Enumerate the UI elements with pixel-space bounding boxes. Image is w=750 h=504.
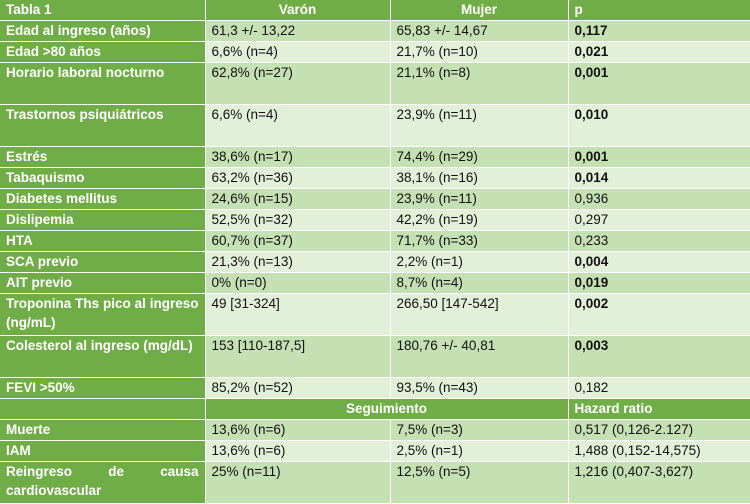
p-value: 0,019 <box>568 272 750 294</box>
row-label: Muerte <box>0 419 206 441</box>
male-value: 25% (n=11) <box>205 461 391 504</box>
row-label: SCA previo <box>0 251 206 273</box>
row-label: Edad >80 años <box>0 41 206 63</box>
table-row: IAM 13,6% (n=6) 2,5% (n=1) 1,488 (0,152-… <box>0 440 750 462</box>
row-label: Colesterol al ingreso (mg/dL) <box>0 335 206 378</box>
table-row: Horario laboral nocturno 62,8% (n=27) 21… <box>0 62 750 105</box>
table-row: Colesterol al ingreso (mg/dL) 153 [110-1… <box>0 335 750 378</box>
p-value: 0,117 <box>568 20 750 42</box>
row-label: Reingreso de causa cardiovascular <box>0 461 206 504</box>
row-label: FEVI >50% <box>0 377 206 399</box>
p-value: 0,233 <box>568 230 750 252</box>
header-male: Varón <box>205 0 391 21</box>
female-value: 65,83 +/- 14,67 <box>390 20 569 42</box>
female-value: 2,5% (n=1) <box>390 440 569 462</box>
male-value: 49 [31-324] <box>205 293 391 336</box>
row-label: AIT previo <box>0 272 206 294</box>
row-label: IAM <box>0 440 206 462</box>
male-value: 6,6% (n=4) <box>205 104 391 147</box>
female-value: 8,7% (n=4) <box>390 272 569 294</box>
female-value: 7,5% (n=3) <box>390 419 569 441</box>
female-value: 23,9% (n=11) <box>390 104 569 147</box>
row-label: Diabetes mellitus <box>0 188 206 210</box>
followup-title: Seguimiento <box>205 398 569 420</box>
female-value: 180,76 +/- 40,81 <box>390 335 569 378</box>
hazard-ratio-header: Hazard ratio <box>568 398 750 420</box>
row-label: Horario laboral nocturno <box>0 62 206 105</box>
male-value: 63,2% (n=36) <box>205 167 391 189</box>
table-row: Tabaquismo 63,2% (n=36) 38,1% (n=16) 0,0… <box>0 167 750 189</box>
row-label: Dislipemia <box>0 209 206 231</box>
p-value: 0,004 <box>568 251 750 273</box>
female-value: 93,5% (n=43) <box>390 377 569 399</box>
male-value: 24,6% (n=15) <box>205 188 391 210</box>
followup-header-blank <box>0 398 206 420</box>
hazard-ratio-value: 1,488 (0,152-14,575) <box>568 440 750 462</box>
hazard-ratio-value: 1,216 (0,407-3,627) <box>568 461 750 504</box>
female-value: 74,4% (n=29) <box>390 146 569 168</box>
male-value: 60,7% (n=37) <box>205 230 391 252</box>
followup-header-row: Seguimiento Hazard ratio <box>0 398 750 420</box>
baseline-body: Edad al ingreso (años) 61,3 +/- 13,22 65… <box>0 20 750 399</box>
male-value: 6,6% (n=4) <box>205 41 391 63</box>
male-value: 13,6% (n=6) <box>205 419 391 441</box>
header-table-number: Tabla 1 <box>0 0 206 21</box>
female-value: 12,5% (n=5) <box>390 461 569 504</box>
table-row: Estrés 38,6% (n=17) 74,4% (n=29) 0,001 <box>0 146 750 168</box>
p-value: 0,001 <box>568 146 750 168</box>
table-row: AIT previo 0% (n=0) 8,7% (n=4) 0,019 <box>0 272 750 294</box>
header-p-value: p <box>568 0 750 21</box>
female-value: 42,2% (n=19) <box>390 209 569 231</box>
female-value: 2,2% (n=1) <box>390 251 569 273</box>
male-value: 62,8% (n=27) <box>205 62 391 105</box>
table-row: Edad >80 años 6,6% (n=4) 21,7% (n=10) 0,… <box>0 41 750 63</box>
male-value: 38,6% (n=17) <box>205 146 391 168</box>
row-label: Trastornos psiquiátricos <box>0 104 206 147</box>
p-value: 0,002 <box>568 293 750 336</box>
p-value: 0,003 <box>568 335 750 378</box>
header-female: Mujer <box>390 0 569 21</box>
followup-body: Seguimiento Hazard ratio Muerte 13,6% (n… <box>0 398 750 504</box>
header-row: Tabla 1 Varón Mujer p <box>0 0 750 21</box>
table-row: Diabetes mellitus 24,6% (n=15) 23,9% (n=… <box>0 188 750 210</box>
male-value: 0% (n=0) <box>205 272 391 294</box>
p-value: 0,936 <box>568 188 750 210</box>
female-value: 23,9% (n=11) <box>390 188 569 210</box>
row-label: Estrés <box>0 146 206 168</box>
row-label: Tabaquismo <box>0 167 206 189</box>
male-value: 153 [110-187,5] <box>205 335 391 378</box>
table-row: FEVI >50% 85,2% (n=52) 93,5% (n=43) 0,18… <box>0 377 750 399</box>
row-label: Edad al ingreso (años) <box>0 20 206 42</box>
female-value: 38,1% (n=16) <box>390 167 569 189</box>
hazard-ratio-value: 0,517 (0,126-2.127) <box>568 419 750 441</box>
female-value: 21,1% (n=8) <box>390 62 569 105</box>
table-row: HTA 60,7% (n=37) 71,7% (n=33) 0,233 <box>0 230 750 252</box>
table-row: Trastornos psiquiátricos 6,6% (n=4) 23,9… <box>0 104 750 147</box>
table-row: Reingreso de causa cardiovascular 25% (n… <box>0 461 750 504</box>
male-value: 13,6% (n=6) <box>205 440 391 462</box>
female-value: 21,7% (n=10) <box>390 41 569 63</box>
female-value: 266,50 [147-542] <box>390 293 569 336</box>
male-value: 85,2% (n=52) <box>205 377 391 399</box>
p-value: 0,010 <box>568 104 750 147</box>
p-value: 0,182 <box>568 377 750 399</box>
table-row: SCA previo 21,3% (n=13) 2,2% (n=1) 0,004 <box>0 251 750 273</box>
male-value: 21,3% (n=13) <box>205 251 391 273</box>
p-value: 0,297 <box>568 209 750 231</box>
table-row: Dislipemia 52,5% (n=32) 42,2% (n=19) 0,2… <box>0 209 750 231</box>
table-row: Muerte 13,6% (n=6) 7,5% (n=3) 0,517 (0,1… <box>0 419 750 441</box>
row-label: HTA <box>0 230 206 252</box>
row-label: Troponina Ths pico al ingreso (ng/mL) <box>0 293 206 336</box>
p-value: 0,001 <box>568 62 750 105</box>
table-row: Edad al ingreso (años) 61,3 +/- 13,22 65… <box>0 20 750 42</box>
female-value: 71,7% (n=33) <box>390 230 569 252</box>
table-row: Troponina Ths pico al ingreso (ng/mL) 49… <box>0 293 750 336</box>
p-value: 0,021 <box>568 41 750 63</box>
male-value: 61,3 +/- 13,22 <box>205 20 391 42</box>
p-value: 0,014 <box>568 167 750 189</box>
male-value: 52,5% (n=32) <box>205 209 391 231</box>
